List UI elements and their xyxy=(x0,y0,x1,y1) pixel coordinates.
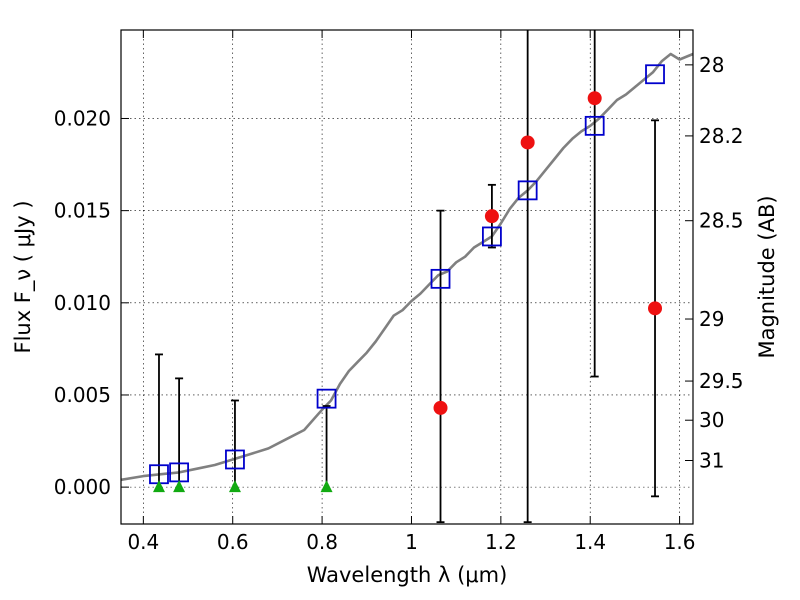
model-photometry-square xyxy=(645,64,665,85)
mag-tick-label: 28.2 xyxy=(699,124,744,148)
mag-tick-label: 31 xyxy=(699,448,724,472)
x-tick-label: 0.4 xyxy=(127,530,159,554)
x-tick-label: 0.6 xyxy=(217,530,249,554)
x-tick-label: 1.2 xyxy=(485,530,517,554)
model-photometry-square xyxy=(584,115,605,136)
observed-flux-point xyxy=(648,301,663,316)
y-axis-label: Flux F_ν ( μJy ) xyxy=(11,200,36,353)
x-tick-label: 1 xyxy=(405,530,418,554)
x-tick-label: 1.6 xyxy=(664,530,696,554)
mag-tick-label: 30 xyxy=(699,408,724,432)
x-axis-label: Wavelength λ (μm) xyxy=(307,563,508,587)
ticks-layer: 0.4 0.6 0.8 1 1.2 1.4 1.6 0.000 0.005 0.010 0.015 0… xyxy=(54,30,744,554)
y-tick-label: 0.020 xyxy=(54,106,111,130)
model-photometry-square xyxy=(430,268,451,289)
errorbars-layer xyxy=(154,30,660,524)
markers-layer xyxy=(149,64,665,493)
model-sed-line xyxy=(120,52,694,482)
x-tick-label: 1.4 xyxy=(574,530,606,554)
mag-tick-label: 28.5 xyxy=(699,209,744,233)
model-sed-layer xyxy=(120,52,694,482)
y-tick-label: 0.000 xyxy=(54,475,111,499)
upper-limit-triangle xyxy=(228,480,241,493)
right-axis-label: Magnitude (AB) xyxy=(755,195,779,358)
y-tick-label: 0.015 xyxy=(54,199,111,223)
y-tick-label: 0.005 xyxy=(54,383,111,407)
upper-limit-triangle xyxy=(152,480,165,493)
upper-limit-triangle xyxy=(320,480,333,493)
observed-flux-point xyxy=(484,209,499,224)
upper-limit-triangle xyxy=(173,480,186,493)
model-photometry-square xyxy=(517,180,538,201)
mag-tick-label: 29.5 xyxy=(699,369,744,393)
model-photometry-square xyxy=(316,388,337,409)
model-photometry-square xyxy=(482,226,502,247)
y-tick-label: 0.010 xyxy=(54,291,111,315)
plot-frame xyxy=(120,29,694,525)
x-tick-label: 0.8 xyxy=(306,530,338,554)
grid xyxy=(121,30,693,524)
mag-tick-label: 29 xyxy=(699,307,724,331)
observed-flux-point xyxy=(587,91,602,106)
model-photometry-square xyxy=(225,449,245,470)
observed-flux-point xyxy=(433,400,448,415)
mag-tick-label: 28 xyxy=(699,53,724,77)
observed-flux-point xyxy=(520,135,535,150)
